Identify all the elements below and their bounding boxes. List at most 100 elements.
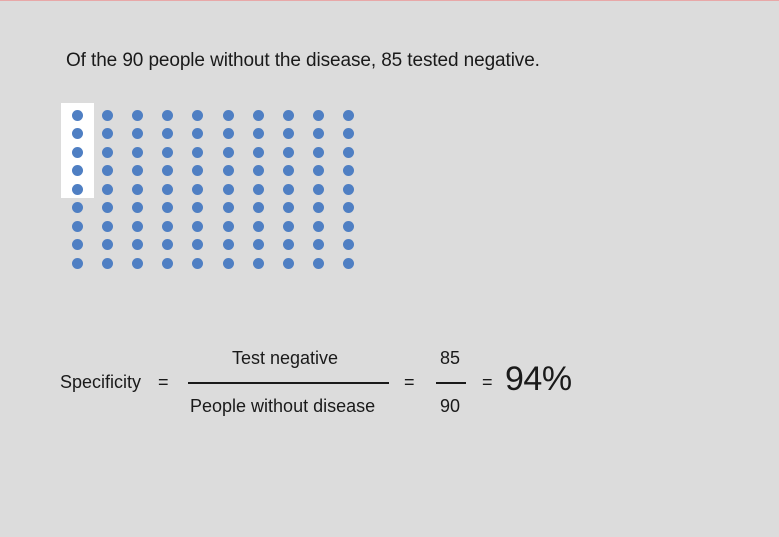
person-dot	[313, 183, 325, 195]
person-dot	[192, 239, 204, 250]
equals-sign-3: =	[482, 372, 493, 392]
person-dot	[222, 239, 234, 250]
person-dot	[252, 109, 264, 121]
person-dot	[162, 165, 174, 176]
person-dot	[162, 146, 174, 158]
person-dot	[343, 165, 355, 176]
person-dot	[71, 109, 83, 121]
person-dot	[192, 202, 204, 213]
person-dot	[252, 220, 264, 232]
person-dot	[71, 128, 83, 139]
person-dot	[282, 183, 294, 195]
person-dot	[343, 202, 355, 213]
person-dot	[252, 146, 264, 158]
person-dot	[162, 257, 174, 269]
person-dot	[222, 183, 234, 195]
person-dot	[162, 202, 174, 213]
person-dot	[101, 183, 113, 195]
person-dot	[313, 165, 325, 176]
person-dot	[313, 220, 325, 232]
person-dot	[313, 257, 325, 269]
person-dot	[282, 109, 294, 121]
person-dot	[162, 128, 174, 139]
person-dot	[162, 109, 174, 121]
person-dot	[131, 109, 143, 121]
person-dot	[71, 257, 83, 269]
top-border	[0, 0, 779, 1]
person-dot	[282, 220, 294, 232]
person-dot	[162, 220, 174, 232]
person-dot	[343, 239, 355, 250]
person-dot	[101, 128, 113, 139]
person-dot	[192, 165, 204, 176]
person-dot	[101, 257, 113, 269]
person-dot	[101, 109, 113, 121]
person-dot	[252, 257, 264, 269]
person-dot	[252, 202, 264, 213]
specificity-result: 94%	[505, 360, 572, 398]
person-dot	[222, 202, 234, 213]
headline-text: Of the 90 people without the disease, 85…	[66, 50, 540, 71]
person-dot	[192, 183, 204, 195]
person-dot	[101, 165, 113, 176]
equals-sign-1: =	[158, 372, 169, 392]
person-dot	[222, 146, 234, 158]
person-dot	[343, 220, 355, 232]
person-dot	[252, 239, 264, 250]
person-dot	[222, 257, 234, 269]
person-dot	[192, 109, 204, 121]
numerator-value: 85	[440, 348, 461, 368]
person-dot	[313, 109, 325, 121]
person-dot	[192, 146, 204, 158]
person-dot	[282, 128, 294, 139]
person-dot	[162, 183, 174, 195]
numerator-label: Test negative	[232, 348, 339, 368]
person-dot	[131, 239, 143, 250]
person-dot	[343, 183, 355, 195]
person-dot	[343, 257, 355, 269]
person-dot	[71, 146, 83, 158]
person-dot	[343, 109, 355, 121]
person-dot	[162, 239, 174, 250]
person-dot	[131, 220, 143, 232]
person-dot	[101, 239, 113, 250]
person-dot	[101, 220, 113, 232]
person-dot	[101, 202, 113, 213]
person-dot	[131, 128, 143, 139]
person-dot	[313, 239, 325, 250]
person-dot	[282, 165, 294, 176]
person-dot	[192, 257, 204, 269]
person-dot	[101, 146, 113, 158]
person-dot	[222, 165, 234, 176]
person-dot	[131, 257, 143, 269]
person-dot	[252, 183, 264, 195]
specificity-label: Specificity	[60, 372, 142, 392]
person-dot	[343, 128, 355, 139]
denominator-label: People without disease	[190, 396, 376, 416]
denominator-value: 90	[440, 396, 461, 416]
fraction-line-words	[188, 382, 389, 384]
fraction-line-numbers	[436, 382, 466, 384]
person-dot	[282, 202, 294, 213]
person-dot	[343, 146, 355, 158]
person-dot	[71, 239, 83, 250]
person-dot	[282, 146, 294, 158]
equals-sign-2: =	[404, 372, 415, 392]
person-dot	[282, 239, 294, 250]
person-dot	[252, 128, 264, 139]
person-dot	[131, 183, 143, 195]
person-dot	[192, 128, 204, 139]
person-dot	[222, 220, 234, 232]
person-dot	[252, 165, 264, 176]
person-dot	[71, 220, 83, 232]
person-dot	[131, 165, 143, 176]
person-dot	[222, 128, 234, 139]
person-dot	[71, 183, 83, 195]
person-dot	[71, 202, 83, 213]
person-dot	[313, 202, 325, 213]
person-dot	[313, 128, 325, 139]
person-dot	[71, 165, 83, 176]
person-dot	[192, 220, 204, 232]
person-dot	[282, 257, 294, 269]
